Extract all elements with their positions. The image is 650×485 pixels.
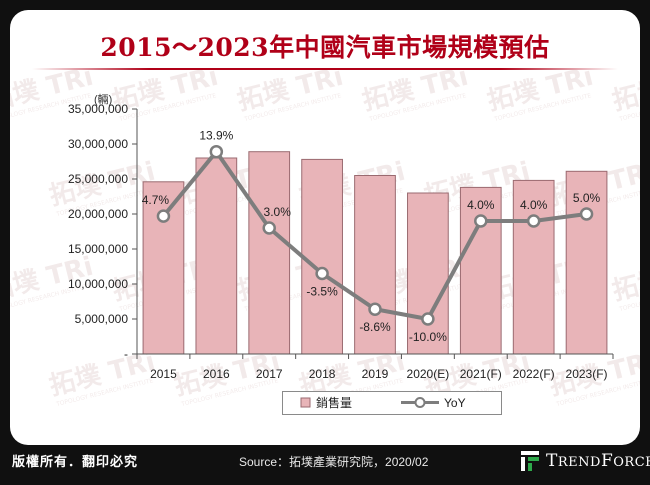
yoy-data-label: -10.0% (409, 330, 447, 344)
y-axis-tick-label: - (124, 347, 128, 361)
data-labels: 4.7% 13.9% 3.0% -3.5% -8.6% -10.0% 4.0% 4.0% 5.0… (142, 129, 601, 344)
x-axis-tick-label: 2020(E) (407, 367, 450, 381)
chart-axes: - 5,000,000 10,000,000 15,000,000 20,000,000… (68, 102, 614, 381)
chart-svg: - 5,000,000 10,000,000 15,000,000 20,000,000… (68, 92, 614, 381)
trendforce-logo-mark (521, 451, 539, 471)
yoy-point-2018 (315, 266, 329, 281)
trendforce-logo: TRENDFORCE (520, 449, 650, 473)
legend-bar-label: 銷售量 (316, 395, 352, 410)
title-underline (32, 68, 618, 70)
yoy-line-series (156, 144, 594, 326)
x-axis-tick-label: 2022(F) (513, 367, 555, 381)
y-axis-tick-label: 25,000,000 (68, 172, 128, 186)
yoy-data-label: -3.5% (306, 285, 338, 299)
yoy-point-2019 (368, 302, 382, 316)
chart-title: 2015～2023年中國汽車市場規模預估 (100, 33, 550, 62)
yoy-data-label: 4.7% (142, 193, 170, 207)
legend-bar-swatch (300, 397, 311, 408)
y-axis-tick-label: 30,000,000 (68, 137, 128, 151)
legend-line-marker (414, 397, 426, 408)
bar-series (142, 151, 608, 355)
y-axis-tick-label: 20,000,000 (68, 207, 128, 221)
y-axis-unit-label: (輛) (94, 92, 112, 106)
bar-2018 (301, 158, 343, 355)
yoy-point-2021(F) (474, 214, 488, 228)
chart-legend: 銷售量 YoY (282, 391, 502, 415)
yoy-data-label: 4.0% (520, 198, 548, 212)
yoy-point-2022(F) (526, 214, 541, 228)
yoy-point-2023(F) (579, 207, 594, 221)
y-axis-tick-label: 10,000,000 (68, 277, 128, 291)
yoy-point-2016 (209, 144, 224, 159)
chart-panel: 2015～2023年中國汽車市場規模預估 拓墣 TRi TOPOLOGY RESE… (10, 10, 640, 445)
bar-2022(F) (512, 179, 555, 355)
yoy-data-label: 5.0% (573, 191, 601, 205)
yoy-data-label: -8.6% (359, 320, 391, 334)
x-axis-tick-label: 2018 (309, 367, 336, 381)
y-axis-tick-label: 5,000,000 (75, 312, 129, 326)
legend-svg: 銷售量 YoY (300, 395, 466, 410)
x-axis-tick-label: 2015 (150, 367, 177, 381)
x-axis-tick-label: 2023(F) (566, 367, 608, 381)
yoy-point-2020(E) (421, 312, 435, 326)
legend-line-label: YoY (444, 396, 466, 410)
bar-2019 (354, 175, 396, 355)
bar-2016 (195, 157, 238, 355)
bar-2017 (248, 151, 291, 355)
x-axis-tick-label: 2019 (362, 367, 389, 381)
yoy-data-label: 13.9% (199, 129, 233, 143)
source-note: Source：拓墣產業研究院，2020/02 (239, 455, 429, 469)
x-axis-tick-label: 2016 (203, 367, 230, 381)
y-axis-tick-label: 35,000,000 (68, 102, 128, 116)
x-axis-tick-label: 2021(F) (460, 367, 502, 381)
yoy-point-2015 (156, 209, 171, 223)
yoy-data-label: 3.0% (264, 205, 292, 219)
copyright-notice: 版權所有．翻印必究 (12, 455, 139, 470)
x-axis-tick-label: 2017 (256, 367, 283, 381)
yoy-data-label: 4.0% (467, 198, 495, 212)
y-axis-tick-label: 15,000,000 (68, 242, 128, 256)
bar-2023(F) (565, 170, 608, 355)
trendforce-wordmark: TRENDFORCE (546, 451, 650, 471)
bar-2015 (142, 181, 185, 355)
yoy-point-2017 (262, 221, 276, 235)
bar-2021(F) (459, 186, 502, 355)
